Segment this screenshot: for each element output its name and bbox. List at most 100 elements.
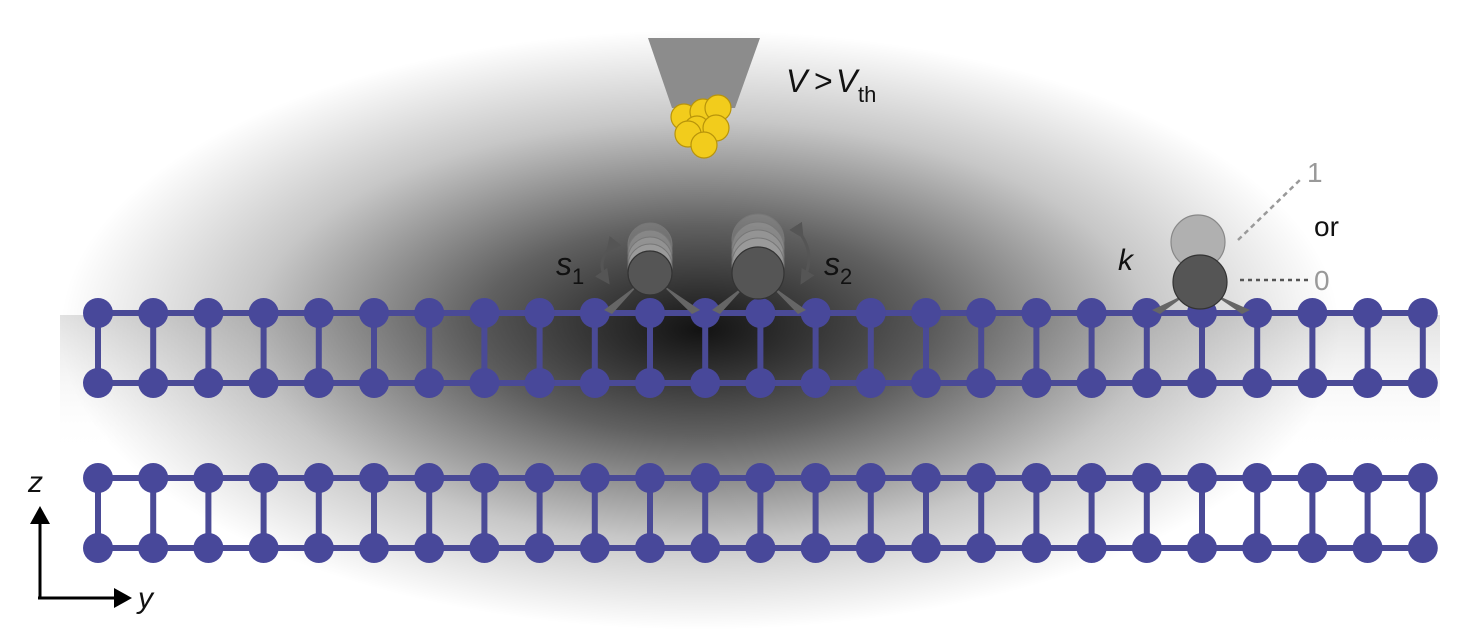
state-down-label: 0 bbox=[1314, 265, 1330, 296]
lattice-atom bbox=[1076, 463, 1107, 493]
lattice-atom bbox=[800, 533, 831, 563]
lattice-atom bbox=[800, 463, 831, 493]
lattice-atom bbox=[524, 463, 555, 493]
lattice-atom bbox=[83, 533, 113, 563]
lattice-atom bbox=[469, 463, 500, 493]
lattice-atom bbox=[248, 368, 279, 398]
flip-arrow-s1 bbox=[594, 235, 622, 285]
lattice-atom bbox=[745, 368, 776, 398]
flip-arrow-s2 bbox=[789, 221, 815, 285]
lattice-atom bbox=[855, 463, 886, 493]
lattice-atom bbox=[800, 298, 831, 328]
lattice-atom bbox=[193, 533, 224, 563]
adatom-k-down-state bbox=[1172, 254, 1228, 310]
lattice-atom bbox=[1187, 533, 1217, 563]
adatom-s2 bbox=[731, 246, 785, 300]
lattice-atom bbox=[966, 463, 997, 493]
lattice-atom bbox=[635, 463, 665, 493]
lattice-atom bbox=[414, 368, 445, 398]
lattice-atom bbox=[83, 368, 113, 398]
lattice-atom bbox=[1131, 368, 1162, 398]
adatom-s1 bbox=[627, 250, 673, 296]
adatom-bond bbox=[660, 283, 700, 314]
lattice-atom bbox=[1407, 298, 1438, 328]
lattice-atom bbox=[966, 533, 997, 563]
lattice-atom bbox=[635, 533, 665, 563]
lattice-atom bbox=[1242, 368, 1273, 398]
lattice-atom bbox=[1352, 298, 1383, 328]
lattice-atom bbox=[303, 533, 334, 563]
lattice-atom bbox=[303, 298, 334, 328]
lattice-atom bbox=[1242, 463, 1273, 493]
y-axis-label: y bbox=[136, 582, 155, 615]
lattice-atom bbox=[690, 463, 721, 493]
lattice-atom bbox=[690, 368, 721, 398]
lattice-atom bbox=[359, 298, 389, 328]
tip-apex-atoms bbox=[670, 94, 732, 159]
tip-voltage-label: V > V th bbox=[786, 63, 876, 107]
lattice-atom bbox=[1076, 298, 1107, 328]
lattice-atom bbox=[579, 463, 610, 493]
lattice-atom bbox=[579, 298, 610, 328]
lattice-atom bbox=[1187, 463, 1217, 493]
lattice-atom bbox=[635, 298, 665, 328]
lattice-atom bbox=[1407, 463, 1438, 493]
or-connector: or bbox=[1314, 211, 1339, 242]
atomic-lattice bbox=[83, 298, 1438, 563]
lattice-atom bbox=[248, 533, 279, 563]
threshold-subscript: th bbox=[858, 82, 876, 107]
threshold-voltage-symbol: V bbox=[836, 63, 860, 99]
lattice-atom bbox=[1021, 368, 1052, 398]
lattice-atom bbox=[359, 368, 389, 398]
state-up-label: 1 bbox=[1307, 157, 1323, 188]
lattice-atom bbox=[1352, 368, 1383, 398]
lattice-atom bbox=[1131, 463, 1162, 493]
lattice-atom bbox=[855, 298, 886, 328]
readout-k-symbol: k bbox=[1118, 244, 1135, 277]
lattice-atom bbox=[138, 463, 169, 493]
lattice-atom bbox=[1297, 533, 1328, 563]
spin-s1-subscript: 1 bbox=[572, 264, 584, 289]
lattice-atom bbox=[911, 298, 941, 328]
lattice-atom bbox=[1021, 533, 1052, 563]
z-axis-arrowhead bbox=[30, 506, 50, 524]
spin-s2-symbol: s bbox=[824, 246, 840, 282]
lattice-atom bbox=[1407, 368, 1438, 398]
lattice-atom bbox=[745, 463, 776, 493]
lattice-atom bbox=[855, 533, 886, 563]
spin-s1-symbol: s bbox=[556, 246, 572, 282]
lattice-atom bbox=[911, 533, 941, 563]
lattice-atom bbox=[414, 298, 445, 328]
lattice-atom bbox=[469, 368, 500, 398]
lattice-atom bbox=[524, 298, 555, 328]
lattice-atom bbox=[359, 533, 389, 563]
spin-label-s2: s 2 bbox=[824, 246, 852, 289]
y-axis-arrowhead bbox=[114, 588, 132, 608]
lattice-atom bbox=[193, 463, 224, 493]
z-axis-label: z bbox=[27, 466, 43, 499]
voltage-symbol: V bbox=[786, 63, 810, 99]
state-up-leader bbox=[1237, 177, 1303, 241]
lattice-atom bbox=[83, 298, 113, 328]
lattice-atom bbox=[579, 368, 610, 398]
lattice-atom bbox=[193, 298, 224, 328]
lattice-atom bbox=[1242, 298, 1273, 328]
greater-than-sign: > bbox=[814, 63, 833, 99]
spin-s2-subscript: 2 bbox=[840, 264, 852, 289]
coordinate-axes: z y bbox=[27, 466, 155, 615]
lattice-atom bbox=[248, 463, 279, 493]
lattice-atom bbox=[524, 533, 555, 563]
tip-cone bbox=[648, 38, 760, 108]
lattice-atom bbox=[690, 298, 721, 328]
lattice-atom bbox=[579, 533, 610, 563]
lattice-atom bbox=[1187, 368, 1217, 398]
stm-tip bbox=[648, 38, 760, 159]
lattice-atom bbox=[966, 298, 997, 328]
lattice-atom bbox=[1352, 463, 1383, 493]
lattice-atom bbox=[303, 463, 334, 493]
lattice-atom bbox=[83, 463, 113, 493]
lattice-atom bbox=[303, 368, 334, 398]
lattice-atom bbox=[1352, 533, 1383, 563]
lattice-atom bbox=[1297, 463, 1328, 493]
lattice-atom bbox=[1297, 368, 1328, 398]
